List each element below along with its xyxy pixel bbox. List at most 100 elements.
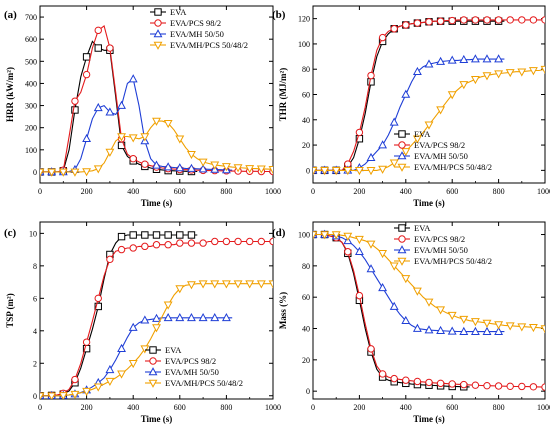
- legend-label: EVA/PCS 98/2: [165, 356, 216, 366]
- data-point: [494, 70, 504, 79]
- data-point: [256, 165, 266, 174]
- data-point: [106, 44, 114, 52]
- x-tick-label: 400: [400, 403, 412, 412]
- legend-label: EVA/MH 50/50: [414, 245, 468, 255]
- legend-label: EVA/MH 50/50: [170, 29, 224, 39]
- x-tick-label: 600: [446, 403, 458, 412]
- data-point: [82, 70, 91, 79]
- y-tick-label: 60: [302, 91, 310, 100]
- data-point: [389, 117, 399, 126]
- y-tick-label: 2: [33, 359, 37, 368]
- data-point: [187, 163, 196, 172]
- x-tick-label: 600: [446, 187, 458, 196]
- data-point: [47, 168, 57, 177]
- data-point: [187, 281, 196, 290]
- data-point: [71, 106, 79, 114]
- data-point: [269, 237, 273, 246]
- chart-panel-a: 0 200 400 600 800 1000 0 100 200 300 400 500 600 700 T…: [4, 5, 281, 208]
- legend-item-eva-mh-pcs-50-48-2: EVA/MH/PCS 50/48/2: [150, 40, 248, 50]
- data-point: [389, 262, 399, 271]
- plot-area: [40, 24, 273, 177]
- legend-swatch-marker: [148, 379, 158, 388]
- series-eva: [40, 40, 198, 176]
- x-tick-800: 800: [220, 6, 232, 196]
- series-eva-pcs-98-2: [313, 230, 545, 391]
- data-point: [70, 390, 80, 399]
- data-point: [233, 164, 243, 173]
- legend-label: EVA: [414, 129, 431, 139]
- data-point: [245, 280, 255, 289]
- y-tick-label: 200: [25, 124, 37, 133]
- legend-label: EVA/MH 50/50: [414, 151, 468, 161]
- y-tick-label: 100: [298, 40, 310, 49]
- data-point: [94, 294, 102, 303]
- series-eva-mh-50-50: [40, 74, 233, 176]
- data-point: [257, 237, 266, 246]
- y-tick-label: 8: [33, 262, 37, 271]
- x-tick-label: 0: [38, 187, 42, 196]
- legend-item-eva-pcs-98-2: EVA/PCS 98/2: [150, 18, 221, 28]
- data-point: [540, 325, 545, 334]
- data-point: [355, 128, 364, 137]
- data-point: [447, 326, 457, 335]
- data-point: [436, 379, 445, 388]
- x-tick-200: 200: [81, 6, 93, 196]
- x-axis-title: Time (s): [413, 414, 445, 424]
- y-axis-title: Mass (%): [278, 292, 288, 329]
- y-tick-label: 600: [25, 35, 37, 44]
- panel-label: (a): [4, 9, 17, 21]
- data-point: [424, 325, 434, 334]
- data-point: [93, 165, 103, 174]
- data-point: [117, 133, 126, 142]
- x-tick-1000: 1000: [537, 6, 550, 196]
- legend-label: EVA: [165, 345, 182, 355]
- data-point: [354, 246, 364, 256]
- data-point: [256, 280, 266, 289]
- x-tick-600: 600: [446, 222, 458, 412]
- data-point: [164, 231, 172, 239]
- data-point: [128, 322, 138, 331]
- data-point: [460, 16, 468, 24]
- y-tick-60: 60: [302, 91, 545, 100]
- x-tick-label: 200: [81, 403, 93, 412]
- data-point: [105, 107, 115, 116]
- legend-swatch-marker: [397, 257, 407, 266]
- x-tick-0: 0: [38, 6, 42, 196]
- data-point: [401, 89, 411, 98]
- data-point: [344, 248, 352, 256]
- legend-label: EVA/PCS 98/2: [414, 140, 465, 150]
- data-point: [221, 163, 231, 172]
- y-tick-500: 500: [25, 57, 273, 66]
- y-tick-20: 20: [302, 356, 545, 365]
- data-point: [129, 231, 137, 239]
- data-point: [187, 150, 196, 160]
- x-tick-800: 800: [493, 222, 505, 412]
- x-tick-label: 800: [493, 403, 505, 412]
- data-point: [128, 359, 138, 369]
- x-tick-200: 200: [81, 222, 93, 412]
- legend-item-eva-mh-pcs-50-48-2: EVA/MH/PCS 50/48/2: [145, 378, 243, 388]
- x-tick-label: 0: [311, 403, 315, 412]
- data-point: [320, 231, 330, 240]
- y-tick-label: 10: [29, 229, 37, 238]
- data-point: [246, 237, 254, 246]
- data-point: [82, 133, 92, 143]
- data-point: [105, 364, 115, 374]
- legend-label: EVA/MH/PCS 50/48/2: [170, 40, 248, 50]
- data-point: [413, 19, 422, 27]
- y-tick-label: 100: [298, 231, 310, 240]
- data-point: [233, 280, 243, 289]
- data-point: [470, 76, 480, 85]
- legend-item-eva: EVA: [150, 7, 187, 17]
- data-point: [447, 311, 457, 321]
- data-point: [494, 16, 503, 24]
- data-point: [470, 326, 480, 335]
- data-point: [518, 16, 526, 24]
- x-tick-label: 400: [127, 403, 139, 412]
- data-point: [412, 66, 422, 76]
- x-tick-600: 600: [174, 222, 186, 412]
- x-tick-800: 800: [220, 222, 232, 412]
- series-eva-mh-pcs-50-48-2: [40, 117, 273, 177]
